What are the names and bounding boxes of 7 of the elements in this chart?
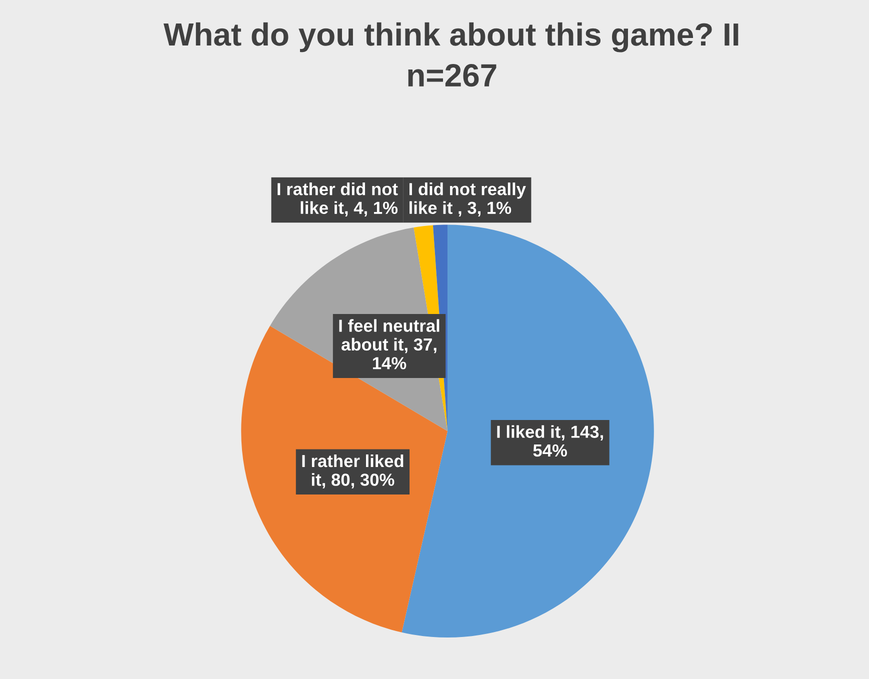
- slice-label: I liked it, 143, 54%: [497, 425, 603, 457]
- slice-label: I feel neutral about it, 37, 14%: [339, 319, 440, 370]
- chart-subtitle: n=267: [408, 64, 496, 87]
- slice-label: I rather liked it, 80, 30%: [302, 454, 404, 488]
- slice-label: I did not really like it , 3, 1%: [409, 182, 526, 217]
- chart-title: What do you think about this game? II: [164, 22, 738, 52]
- slice-label: I rather did not like it, 4, 1%: [278, 182, 398, 217]
